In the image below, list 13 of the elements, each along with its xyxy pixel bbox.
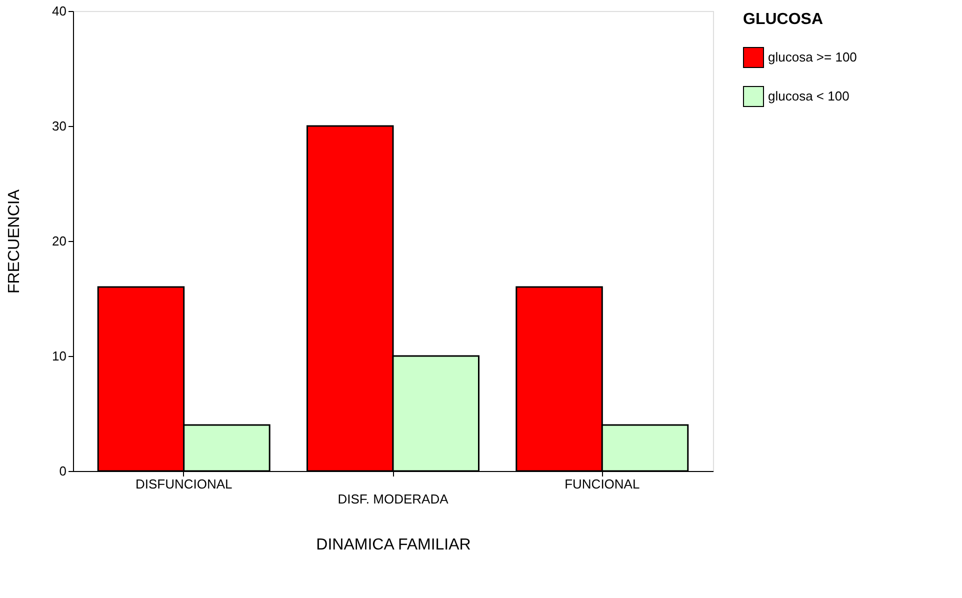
y-tick-label: 40 [52, 4, 66, 18]
y-tick-label: 30 [52, 118, 66, 134]
x-tick-label: DISF. MODERADA [338, 492, 449, 506]
y-tick-label: 10 [52, 348, 66, 364]
y-axis-title: FRECUENCIA [6, 189, 24, 294]
legend-title: GLUCOSA [743, 11, 824, 28]
x-axis-title: DINAMICA FAMILIAR [316, 536, 471, 554]
y-tick-label: 20 [52, 234, 66, 248]
legend-label: glucosa < 100 [768, 88, 850, 104]
legend-label: glucosa >= 100 [768, 50, 857, 64]
y-tick-label: 0 [59, 464, 66, 478]
x-tick-label: DISFUNCIONAL [135, 476, 232, 492]
x-tick-label: FUNCIONAL [564, 476, 640, 492]
